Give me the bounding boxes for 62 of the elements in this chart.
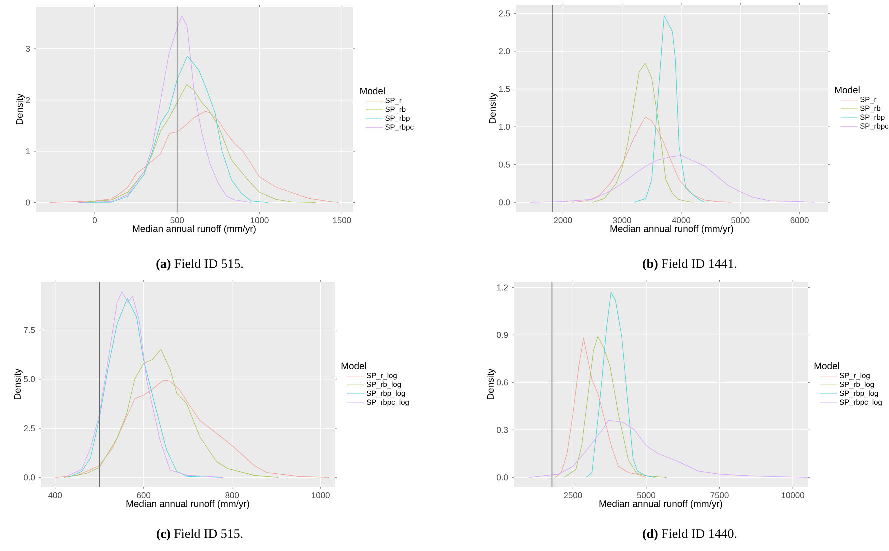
y-tick-label: 1.2 bbox=[497, 284, 508, 291]
x-tick-label: 3000 bbox=[613, 218, 632, 224]
y-tick-label: 0.9 bbox=[497, 332, 508, 338]
legend-title: Model bbox=[835, 86, 860, 94]
x-tick-label: 1000 bbox=[312, 492, 330, 498]
y-tick-label: 2.0 bbox=[499, 48, 510, 54]
text: (b) Field ID 1441. bbox=[643, 259, 737, 271]
line-series bbox=[55, 380, 330, 478]
line-series bbox=[634, 16, 706, 203]
y-tick-label: 0.0 bbox=[24, 474, 36, 481]
x-tick-label: 800 bbox=[226, 492, 240, 498]
text: (d) Field ID 1440. bbox=[643, 529, 737, 541]
y-tick-label: 0.0 bbox=[499, 200, 510, 206]
x-tick-label: 7500 bbox=[710, 492, 729, 498]
y-tick-label: 0.3 bbox=[497, 427, 508, 434]
y-tick-label: 2.5 bbox=[24, 426, 36, 432]
x-tick-label: 500 bbox=[170, 218, 184, 224]
x-tick-label: 1500 bbox=[333, 218, 352, 224]
y-axis-title: Density bbox=[487, 368, 496, 400]
line-series bbox=[78, 84, 316, 204]
text: (c) Field ID 515. bbox=[157, 529, 243, 541]
x-tick-label: 2000 bbox=[554, 218, 572, 224]
line-series bbox=[555, 338, 647, 478]
text: (a) Field ID 515. bbox=[156, 259, 244, 271]
x-axis-title: Median annual runoff (mm/yr) bbox=[600, 500, 722, 510]
x-tick-label: 6000 bbox=[790, 218, 809, 224]
y-tick-label: 3 bbox=[26, 46, 30, 52]
x-tick-label: 0 bbox=[92, 218, 98, 224]
y-tick-label: 0.5 bbox=[499, 162, 510, 168]
x-tick-label: 1000 bbox=[250, 218, 269, 224]
y-tick-label: 0.6 bbox=[497, 380, 508, 386]
x-axis-title: Median annual runoff (mm/yr) bbox=[126, 500, 250, 510]
y-tick-label: 0 bbox=[26, 200, 30, 206]
x-axis-title: Median annual runoff (mm/yr) bbox=[610, 225, 734, 234]
y-axis-title: Density bbox=[489, 92, 498, 124]
x-tick-label: 400 bbox=[48, 492, 62, 498]
legend-title: Model bbox=[360, 88, 385, 95]
y-axis-title: Density bbox=[16, 94, 25, 124]
line-series bbox=[572, 116, 732, 203]
x-tick-label: 2500 bbox=[564, 492, 582, 498]
line-series bbox=[564, 336, 668, 478]
x-tick-label: 10000 bbox=[782, 492, 804, 498]
line-series bbox=[586, 292, 656, 478]
x-tick-label: 600 bbox=[137, 492, 151, 498]
y-tick-label: 1.5 bbox=[499, 86, 510, 92]
y-axis-title: Density bbox=[14, 368, 23, 400]
legend-title: Model bbox=[342, 362, 366, 370]
x-tick-label: 5000 bbox=[732, 218, 750, 224]
y-tick-label: 2 bbox=[26, 97, 30, 104]
line-series bbox=[592, 63, 694, 203]
y-tick-label: 1.0 bbox=[499, 124, 510, 130]
legend-title: Model bbox=[814, 362, 840, 370]
y-tick-label: 5.0 bbox=[24, 376, 36, 382]
y-tick-label: 0.0 bbox=[497, 474, 508, 481]
y-tick-label: 2.5 bbox=[499, 10, 510, 17]
y-tick-label: 7.5 bbox=[24, 327, 36, 334]
y-tick-label: 1 bbox=[26, 148, 30, 154]
x-axis-title: Median annual runoff (mm/yr) bbox=[133, 225, 256, 234]
x-tick-label: 5000 bbox=[637, 492, 656, 498]
x-tick-label: 4000 bbox=[672, 218, 691, 224]
line-series bbox=[64, 349, 280, 478]
line-series bbox=[50, 111, 340, 204]
